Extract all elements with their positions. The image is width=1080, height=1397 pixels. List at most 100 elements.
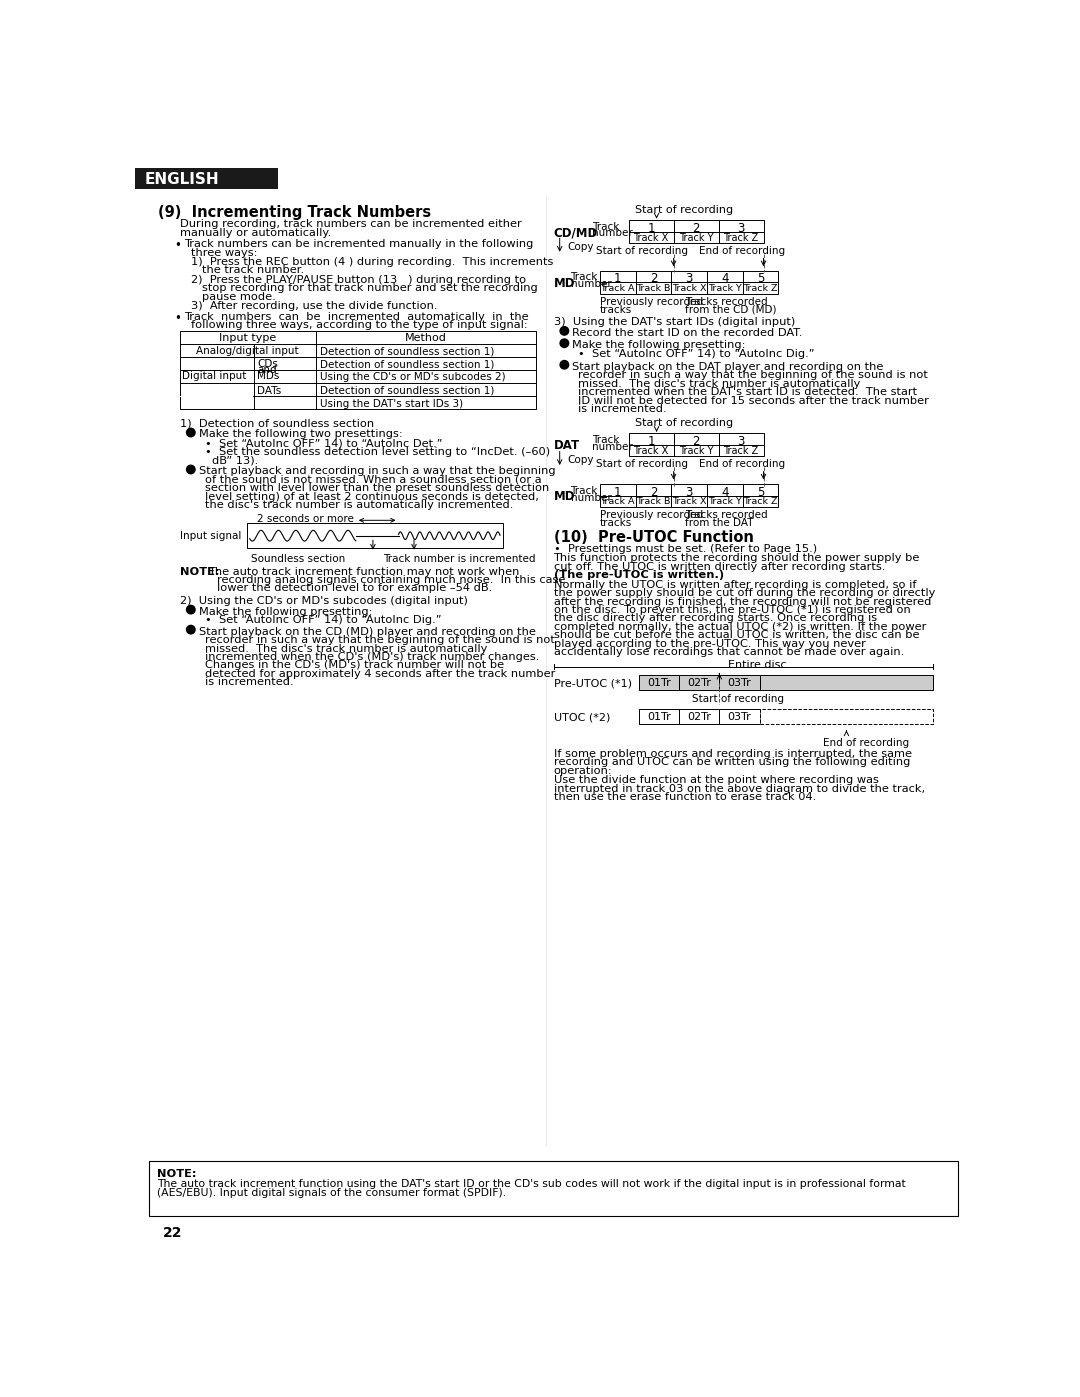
Text: During recording, track numbers can be incremented either: During recording, track numbers can be i… [180,219,522,229]
Text: the power supply should be cut off during the recording or directly: the power supply should be cut off durin… [554,588,935,598]
Bar [672,282,707,293]
Text: Using the DAT's start IDs 3): Using the DAT's start IDs 3) [321,398,463,409]
Text: three ways:: three ways: [191,247,257,257]
Bar [629,219,674,232]
Text: This function protects the recording should the power supply be: This function protects the recording sho… [554,553,920,563]
Text: (AES/EBU). Input digital signals of the consumer format (SPDIF).: (AES/EBU). Input digital signals of the … [157,1187,505,1197]
Text: 01Tr: 01Tr [647,678,671,689]
Text: Changes in the CD's (MD's) track number will not be: Changes in the CD's (MD's) track number … [205,661,504,671]
Text: DATs: DATs [257,386,282,395]
Text: Use the divide function at the point where recording was: Use the divide function at the point whe… [554,775,878,785]
Bar [707,282,743,293]
Text: Tracks recorded: Tracks recorded [685,298,768,307]
Text: 1: 1 [189,606,194,616]
Text: should be cut before the actual UTOC is written, the disc can be: should be cut before the actual UTOC is … [554,630,919,640]
Text: section with level lower than the preset soundless detection: section with level lower than the preset… [205,483,549,493]
Text: Make the following presetting:: Make the following presetting: [572,339,745,351]
Text: Analog/digital input: Analog/digital input [197,346,299,356]
Text: 3: 3 [562,362,568,370]
Text: then use the erase function to erase track 04.: then use the erase function to erase tra… [554,792,815,802]
Text: 02Tr: 02Tr [687,712,711,722]
Text: 03Tr: 03Tr [728,712,752,722]
Text: Track: Track [592,222,620,232]
Text: The auto track increment function may not work when: The auto track increment function may no… [207,567,519,577]
Text: incremented when the DAT's start ID is detected.  The start: incremented when the DAT's start ID is d… [578,387,917,397]
Text: level setting) of at least 2 continuous seconds is detected,: level setting) of at least 2 continuous … [205,492,539,502]
Bar [674,444,718,457]
Circle shape [561,327,568,335]
Text: NOTE:: NOTE: [180,567,219,577]
Text: MDs: MDs [257,372,280,381]
Bar [636,271,672,282]
Text: is incremented.: is incremented. [578,404,667,414]
Text: Track Y: Track Y [679,447,714,457]
Text: •  Presettings must be set. (Refer to Page 15.): • Presettings must be set. (Refer to Pag… [554,545,816,555]
Text: 2: 2 [650,486,658,499]
Text: Input type: Input type [219,334,276,344]
Bar [636,282,672,293]
Text: 4: 4 [721,486,729,499]
Bar [674,232,718,243]
Text: (9)  Incrementing Track Numbers: (9) Incrementing Track Numbers [159,204,431,219]
Text: 2)  Using the CD's or MD's subcodes (digital input): 2) Using the CD's or MD's subcodes (digi… [180,595,468,606]
Bar [600,485,636,496]
Bar [629,444,674,457]
Text: 3: 3 [738,222,745,235]
Text: Detection of soundless section 1): Detection of soundless section 1) [321,359,495,369]
Text: detected for approximately 4 seconds after the track number: detected for approximately 4 seconds aft… [205,669,555,679]
Text: Track B: Track B [636,284,671,293]
Text: 1: 1 [615,272,622,285]
Text: Using the CD's or MD's subcodes 2): Using the CD's or MD's subcodes 2) [321,373,505,383]
Text: Track B: Track B [636,497,671,506]
Bar [707,496,743,507]
Text: number: number [592,441,633,451]
Bar [636,485,672,496]
Text: 3: 3 [738,434,745,448]
Text: 2: 2 [562,339,568,349]
Bar [759,708,933,725]
Text: Start of recording: Start of recording [635,204,733,215]
Text: 4: 4 [721,272,729,285]
Bar [629,232,674,243]
Bar [674,219,718,232]
Text: of the sound is not missed. When a soundless section (or a: of the sound is not missed. When a sound… [205,475,541,485]
Text: Track Z: Track Z [724,447,758,457]
Bar [674,433,718,444]
Text: completed normally, the actual UTOC (*2) is written. If the power: completed normally, the actual UTOC (*2)… [554,622,926,631]
Text: Track Z: Track Z [724,233,758,243]
Text: Copy: Copy [567,455,594,465]
Text: lower the detection level to for example –54 dB.: lower the detection level to for example… [217,584,492,594]
Text: Track Y: Track Y [707,284,742,293]
Text: 2: 2 [189,627,194,636]
Text: DAT: DAT [554,440,580,453]
Text: Copy: Copy [567,242,594,251]
Text: Normally the UTOC is written after recording is completed, so if: Normally the UTOC is written after recor… [554,580,916,590]
Text: Start playback on the DAT player and recording on the: Start playback on the DAT player and rec… [572,362,883,372]
Text: 02Tr: 02Tr [687,678,711,689]
Text: Track numbers can be incremented manually in the following: Track numbers can be incremented manuall… [184,239,534,249]
Text: Track: Track [570,272,598,282]
Text: 3: 3 [686,486,692,499]
Text: manually or automatically.: manually or automatically. [180,229,332,239]
Bar [718,219,764,232]
Bar [718,232,764,243]
Text: ENGLISH: ENGLISH [145,172,219,187]
Bar [679,675,719,690]
Text: •: • [174,239,180,253]
Text: following three ways, according to the type of input signal:: following three ways, according to the t… [191,320,527,330]
Text: Entire disc: Entire disc [728,659,786,669]
Text: Start playback and recording in such a way that the beginning: Start playback and recording in such a w… [199,467,555,476]
Text: Make the following two presettings:: Make the following two presettings: [199,429,402,440]
Text: The auto track increment function using the DAT's start ID or the CD's sub codes: The auto track increment function using … [157,1179,905,1189]
Bar [743,271,779,282]
Text: Track Z: Track Z [743,284,778,293]
Text: 01Tr: 01Tr [647,712,671,722]
Text: Soundless section: Soundless section [252,555,346,564]
Text: Track Y: Track Y [707,497,742,506]
Text: 3)  Using the DAT's start IDs (digital input): 3) Using the DAT's start IDs (digital in… [554,317,795,327]
Text: incremented when the CD's (MD's) track number changes.: incremented when the CD's (MD's) track n… [205,652,539,662]
Text: Track  numbers  can  be  incremented  automatically  in  the: Track numbers can be incremented automat… [184,312,528,321]
Text: the disc directly after recording starts. Once recording is: the disc directly after recording starts… [554,613,877,623]
Text: (10)  Pre-UTOC Function: (10) Pre-UTOC Function [554,531,754,545]
Text: (The pre-UTOC is written.): (The pre-UTOC is written.) [554,570,724,580]
